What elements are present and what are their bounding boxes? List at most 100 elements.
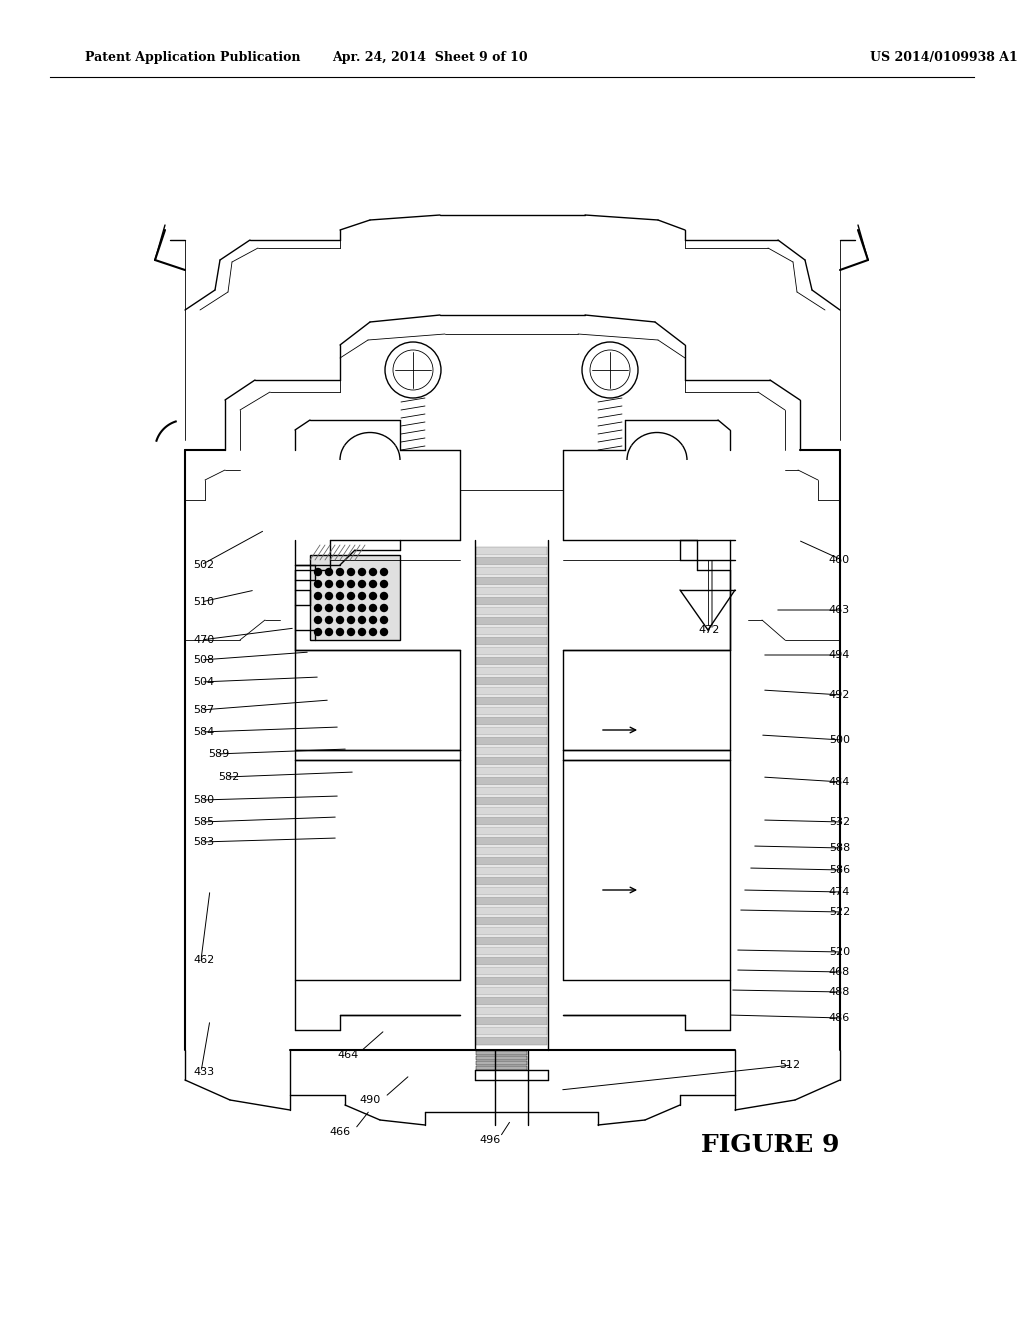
Bar <box>476 837 547 845</box>
Bar <box>476 727 547 735</box>
Text: 522: 522 <box>828 907 850 917</box>
Text: 512: 512 <box>779 1060 800 1071</box>
Bar <box>476 1051 527 1055</box>
Bar <box>476 917 547 925</box>
Circle shape <box>326 569 333 576</box>
Bar <box>476 667 547 675</box>
Text: 466: 466 <box>330 1127 350 1137</box>
Bar <box>476 597 547 605</box>
Circle shape <box>381 581 387 587</box>
Circle shape <box>370 581 377 587</box>
Bar <box>476 616 547 624</box>
Text: 470: 470 <box>193 635 214 645</box>
Circle shape <box>370 616 377 623</box>
Text: 462: 462 <box>193 954 214 965</box>
Circle shape <box>314 605 322 611</box>
Bar <box>476 807 547 814</box>
Circle shape <box>347 569 354 576</box>
Text: FIGURE 9: FIGURE 9 <box>700 1133 840 1158</box>
Text: 490: 490 <box>359 1096 381 1105</box>
Bar <box>476 627 547 635</box>
Bar <box>476 987 547 995</box>
Bar <box>310 554 400 640</box>
Circle shape <box>337 593 343 599</box>
Bar <box>476 1007 547 1015</box>
Circle shape <box>358 616 366 623</box>
Circle shape <box>337 628 343 635</box>
Text: 502: 502 <box>193 560 214 570</box>
Circle shape <box>326 616 333 623</box>
Bar <box>476 607 547 615</box>
Text: 492: 492 <box>828 690 850 700</box>
Circle shape <box>358 569 366 576</box>
Circle shape <box>358 581 366 587</box>
Bar <box>476 697 547 705</box>
Circle shape <box>314 581 322 587</box>
Text: 586: 586 <box>828 865 850 875</box>
Circle shape <box>358 628 366 635</box>
Circle shape <box>358 605 366 611</box>
Bar <box>476 847 547 855</box>
Text: 460: 460 <box>828 554 850 565</box>
Circle shape <box>337 581 343 587</box>
Text: Patent Application Publication: Patent Application Publication <box>85 51 300 65</box>
Bar <box>476 1027 547 1035</box>
Circle shape <box>381 605 387 611</box>
Circle shape <box>314 628 322 635</box>
Bar <box>476 968 547 975</box>
Circle shape <box>370 593 377 599</box>
Bar <box>476 777 547 785</box>
Bar <box>476 587 547 595</box>
Circle shape <box>358 593 366 599</box>
Bar <box>476 927 547 935</box>
Text: 433: 433 <box>193 1067 214 1077</box>
Bar <box>476 677 547 685</box>
Bar <box>476 1016 547 1026</box>
Bar <box>476 708 547 715</box>
Bar <box>476 756 547 766</box>
Text: 520: 520 <box>828 946 850 957</box>
Bar <box>476 568 547 576</box>
Text: 468: 468 <box>828 968 850 977</box>
Circle shape <box>337 569 343 576</box>
Text: 582: 582 <box>218 772 240 781</box>
Circle shape <box>326 581 333 587</box>
Bar <box>476 857 547 865</box>
Text: 589: 589 <box>208 748 229 759</box>
Bar <box>476 546 547 554</box>
Bar <box>476 1061 527 1065</box>
Text: US 2014/0109938 A1: US 2014/0109938 A1 <box>870 51 1018 65</box>
Circle shape <box>370 628 377 635</box>
Circle shape <box>370 569 377 576</box>
Circle shape <box>347 593 354 599</box>
Circle shape <box>347 628 354 635</box>
Bar <box>476 1067 527 1071</box>
Text: 464: 464 <box>337 1049 358 1060</box>
Text: 584: 584 <box>193 727 214 737</box>
Text: 488: 488 <box>828 987 850 997</box>
Circle shape <box>314 616 322 623</box>
Bar <box>476 797 547 805</box>
Bar <box>476 946 547 954</box>
Circle shape <box>347 605 354 611</box>
Circle shape <box>337 605 343 611</box>
Text: 472: 472 <box>698 624 720 635</box>
Circle shape <box>381 616 387 623</box>
Circle shape <box>347 616 354 623</box>
Bar <box>476 717 547 725</box>
Bar <box>476 1056 527 1060</box>
Bar <box>476 647 547 655</box>
Text: 532: 532 <box>828 817 850 828</box>
Bar <box>476 907 547 915</box>
Bar <box>476 876 547 884</box>
Bar <box>476 557 547 565</box>
Text: 484: 484 <box>828 777 850 787</box>
Bar <box>476 828 547 836</box>
Bar <box>476 657 547 665</box>
Bar <box>476 787 547 795</box>
Circle shape <box>314 569 322 576</box>
Text: 463: 463 <box>828 605 850 615</box>
Circle shape <box>326 628 333 635</box>
Circle shape <box>326 605 333 611</box>
Bar <box>476 898 547 906</box>
